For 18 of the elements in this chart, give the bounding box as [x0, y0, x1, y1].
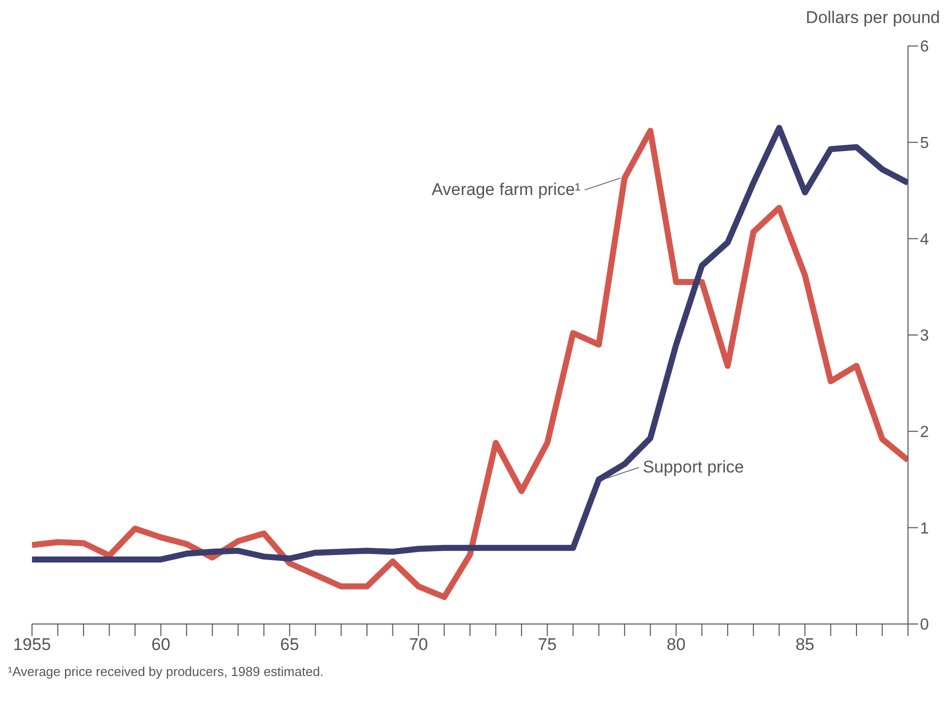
y-tick-label: 2 [920, 424, 929, 442]
y-tick-label: 3 [920, 328, 929, 345]
x-tick-label: 65 [280, 635, 300, 654]
x-tick-label: 70 [409, 635, 428, 654]
y-tick-label: 0 [920, 616, 929, 634]
x-tick-label: 75 [538, 635, 557, 654]
y-tick-label: 4 [920, 231, 929, 248]
text: Average farm price¹ [432, 180, 581, 199]
series-label: Support price [642, 458, 744, 476]
y-tick-label: 5 [920, 135, 929, 152]
text: ¹Average price received by producers, 1989 estimated. [8, 664, 325, 679]
y-tick-label: 6 [920, 38, 929, 56]
y-tick-label: 1 [920, 520, 929, 538]
x-tick-label: 60 [151, 635, 170, 654]
x-tick-label: 1955 [13, 635, 51, 654]
x-tick-label: 85 [795, 635, 814, 654]
y-axis-title: Dollars per pound [804, 8, 941, 29]
x-tick-label: 80 [666, 635, 686, 654]
